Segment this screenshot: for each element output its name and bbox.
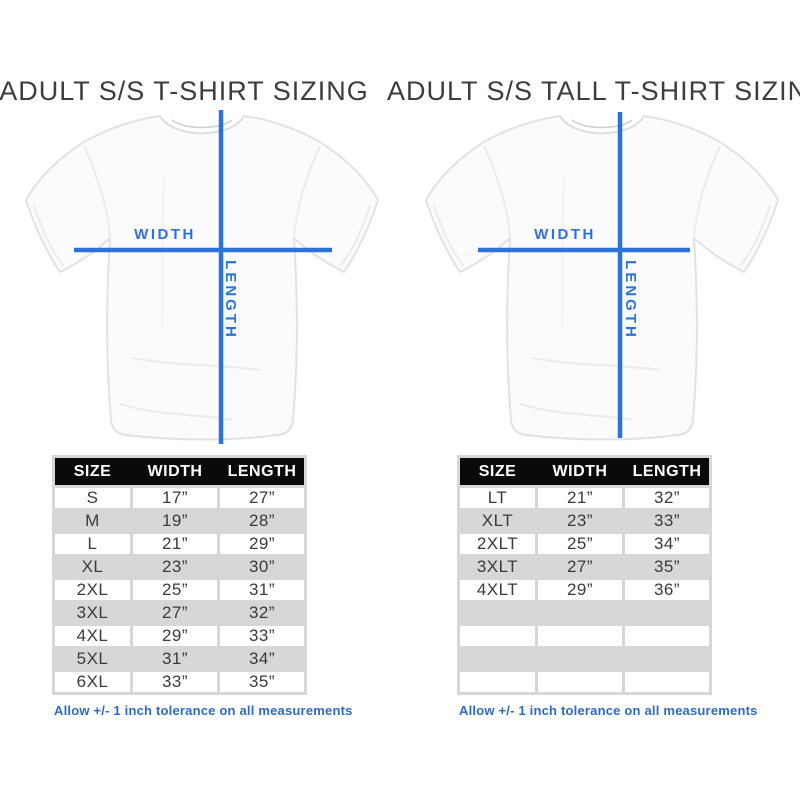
header-width: WIDTH bbox=[147, 463, 203, 480]
width-measure-label: WIDTH bbox=[134, 226, 196, 243]
cell-size: 4XLT bbox=[460, 580, 535, 600]
collar-inner-shadow bbox=[571, 119, 633, 129]
cell-length: 36” bbox=[625, 580, 709, 600]
adult-ss-tall-sizing-panel: ADULT S/S TALL T-SHIRT SIZING WIDT bbox=[387, 0, 800, 800]
cell-width: 25” bbox=[133, 580, 217, 600]
table-header-row: SIZE WIDTH LENGTH bbox=[460, 458, 709, 485]
cell-size: LT bbox=[460, 488, 535, 508]
cell-width: 23” bbox=[161, 557, 189, 576]
cell-length: 34” bbox=[625, 534, 709, 554]
tshirt-illustration bbox=[425, 112, 779, 441]
header-length: LENGTH bbox=[632, 463, 702, 480]
tshirt-body-shape bbox=[25, 115, 379, 441]
cell-width: 29” bbox=[538, 580, 622, 600]
cell-size: M bbox=[85, 511, 100, 530]
cell-size bbox=[460, 626, 535, 646]
cell-width: 21” bbox=[538, 488, 622, 508]
cell-size bbox=[460, 672, 535, 692]
table-header-row: SIZE WIDTH LENGTH bbox=[55, 458, 304, 485]
collar-inner-shadow bbox=[171, 119, 233, 129]
cell-width: 19” bbox=[161, 511, 189, 530]
tshirt-body-shape bbox=[425, 115, 779, 441]
fabric-wrinkles bbox=[433, 145, 771, 421]
cell-length bbox=[625, 672, 709, 692]
cell-size: XL bbox=[81, 557, 104, 576]
cell-size: 3XLT bbox=[476, 557, 519, 576]
cell-size: XLT bbox=[481, 511, 514, 530]
tshirt-measurement-diagram: WIDTH LENGTH bbox=[414, 106, 790, 450]
cell-length: 28” bbox=[248, 511, 276, 530]
cell-length: 31” bbox=[220, 580, 304, 600]
cell-length: 30” bbox=[248, 557, 276, 576]
cell-length: 35” bbox=[220, 672, 304, 692]
cell-width: 25” bbox=[538, 534, 622, 554]
cell-width: 29” bbox=[133, 626, 217, 646]
length-measure-label: LENGTH bbox=[622, 260, 639, 340]
cell-size: 3XL bbox=[76, 603, 109, 622]
cell-width: 23” bbox=[566, 511, 594, 530]
cell-length: 33” bbox=[220, 626, 304, 646]
adult-ss-sizing-panel: ADULT S/S T-SHIRT SIZING bbox=[0, 76, 390, 718]
cell-length bbox=[625, 626, 709, 646]
cell-width bbox=[538, 672, 622, 692]
cell-size: 2XL bbox=[55, 580, 130, 600]
cell-width: 27” bbox=[161, 603, 189, 622]
cell-width bbox=[538, 603, 622, 623]
cell-length bbox=[625, 603, 709, 623]
cell-width: 27” bbox=[566, 557, 594, 576]
cell-width: 31” bbox=[161, 649, 189, 668]
length-measure-label: LENGTH bbox=[222, 260, 239, 340]
cell-size bbox=[460, 649, 535, 669]
cell-length bbox=[625, 649, 709, 669]
cell-width: 21” bbox=[133, 534, 217, 554]
size-chart-table: SIZE WIDTH LENGTH S 17” 27” M 19” 28” L … bbox=[52, 455, 307, 695]
cell-size: 2XLT bbox=[460, 534, 535, 554]
width-measure-label: WIDTH bbox=[534, 226, 596, 243]
cell-size: L bbox=[55, 534, 130, 554]
header-size: SIZE bbox=[73, 463, 112, 480]
cell-length: 27” bbox=[220, 488, 304, 508]
cell-length: 35” bbox=[653, 557, 681, 576]
cell-size: 6XL bbox=[55, 672, 130, 692]
page-title: ADULT S/S TALL T-SHIRT SIZING bbox=[387, 76, 800, 106]
collar-shape bbox=[559, 115, 645, 135]
tshirt-measurement-diagram: WIDTH LENGTH bbox=[14, 106, 390, 450]
collar-shape bbox=[159, 115, 245, 135]
cell-length: 34” bbox=[248, 649, 276, 668]
cell-size: 4XL bbox=[55, 626, 130, 646]
page-title: ADULT S/S T-SHIRT SIZING bbox=[0, 76, 369, 106]
tolerance-note: Allow +/- 1 inch tolerance on all measur… bbox=[54, 703, 353, 718]
size-chart-table: SIZE WIDTH LENGTH LT 21” 32” XLT 23” 33”… bbox=[457, 455, 712, 695]
cell-width bbox=[538, 626, 622, 646]
cell-length: 29” bbox=[220, 534, 304, 554]
tolerance-note: Allow +/- 1 inch tolerance on all measur… bbox=[459, 703, 758, 718]
cell-width: 33” bbox=[133, 672, 217, 692]
cell-length: 32” bbox=[625, 488, 709, 508]
cell-size bbox=[460, 603, 535, 623]
cell-length: 33” bbox=[653, 511, 681, 530]
cell-length: 32” bbox=[248, 603, 276, 622]
header-width: WIDTH bbox=[552, 463, 608, 480]
cell-width bbox=[538, 649, 622, 669]
cell-size: 5XL bbox=[76, 649, 109, 668]
tshirt-illustration bbox=[25, 110, 379, 444]
header-length: LENGTH bbox=[227, 463, 297, 480]
cell-width: 17” bbox=[133, 488, 217, 508]
header-size: SIZE bbox=[478, 463, 517, 480]
cell-size: S bbox=[55, 488, 130, 508]
